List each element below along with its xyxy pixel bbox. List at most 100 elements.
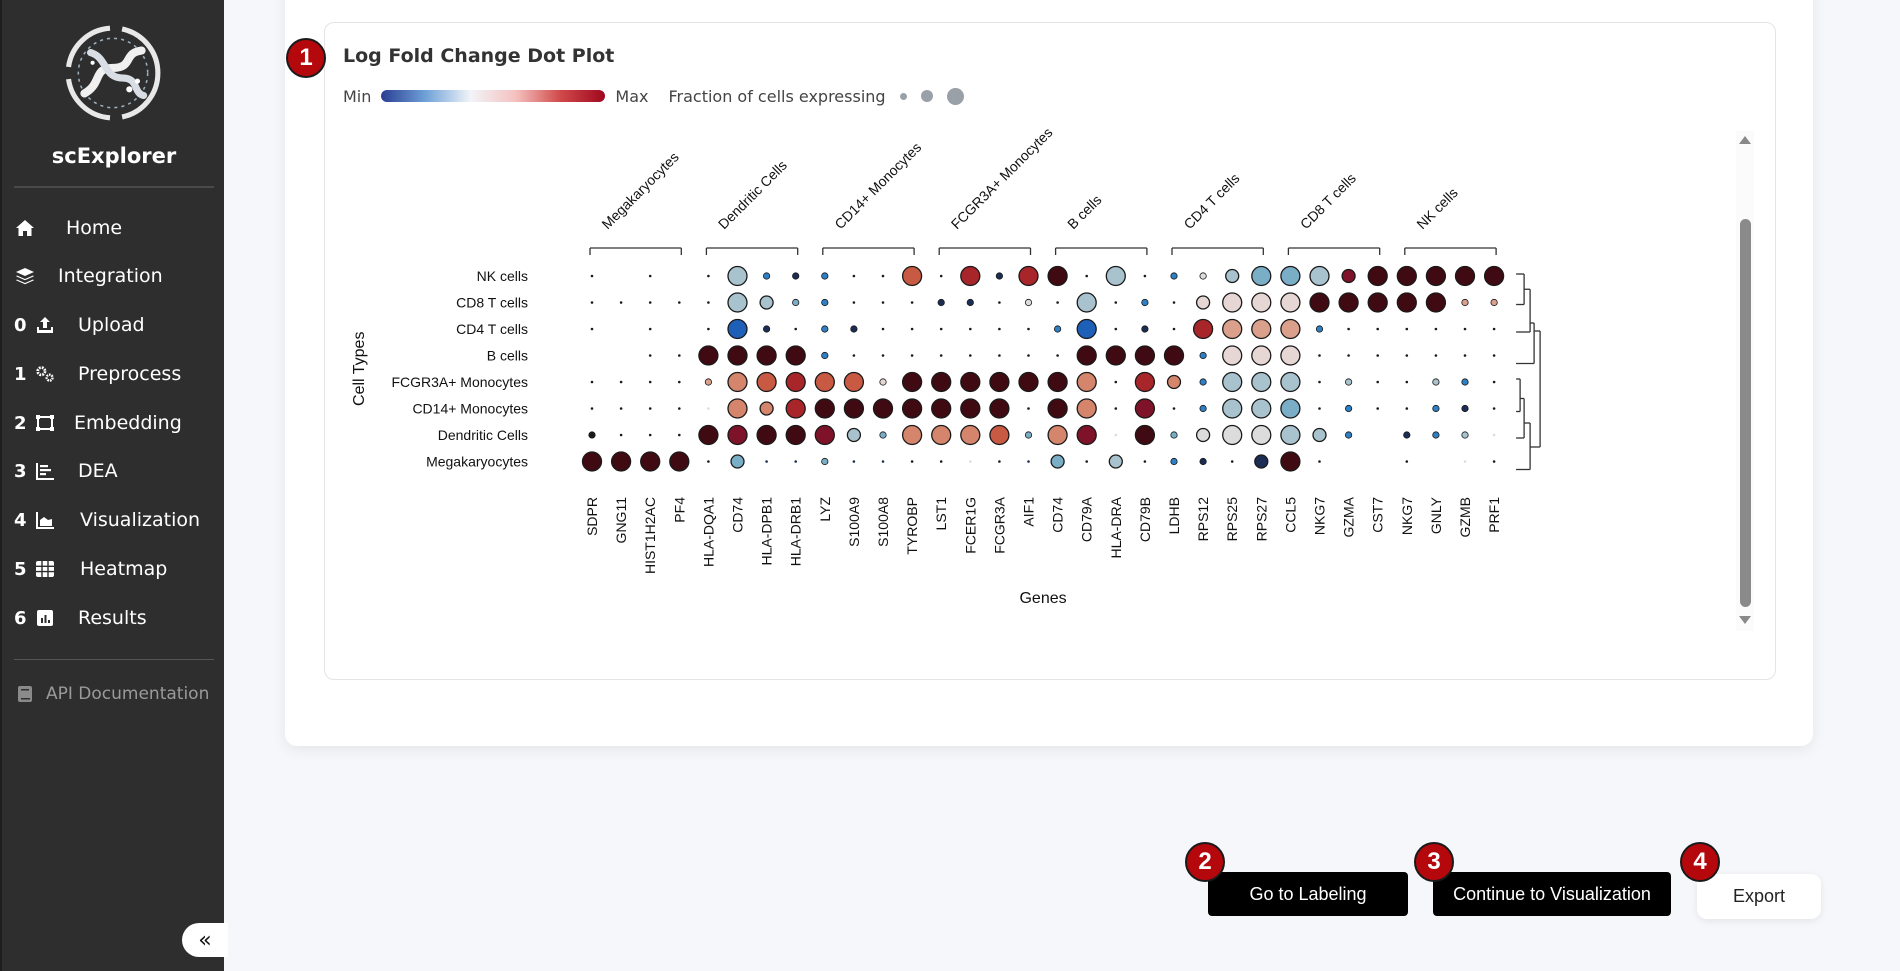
expression-dot	[1056, 354, 1059, 357]
collapse-sidebar-button[interactable]: «	[182, 923, 228, 957]
sidebar-item-integration[interactable]: Integration	[14, 260, 163, 292]
scroll-down-arrow-icon[interactable]	[1739, 616, 1751, 624]
expression-dot	[756, 345, 777, 366]
column-label: AIF1	[1021, 497, 1037, 527]
expression-dot	[648, 274, 652, 278]
expression-dot	[1114, 327, 1118, 331]
expression-dot	[910, 327, 914, 331]
area-chart-icon	[34, 510, 56, 530]
column-label: CST7	[1370, 497, 1386, 533]
expression-dot	[1143, 460, 1147, 463]
expression-dot	[588, 431, 596, 439]
expression-dot	[969, 354, 972, 357]
y-axis-title: Cell Types	[351, 332, 368, 406]
expression-dot	[669, 451, 690, 472]
expression-dot	[1195, 427, 1211, 443]
expression-dot	[1076, 345, 1097, 366]
annotation-badge-4: 4	[1680, 842, 1720, 882]
expression-dot	[1405, 460, 1409, 463]
sidebar-item-embedding[interactable]: 2 Embedding	[14, 407, 182, 439]
expression-dot	[792, 272, 800, 280]
expression-dot	[1199, 404, 1207, 413]
expression-dot	[1050, 454, 1065, 469]
expression-dot	[678, 380, 681, 384]
expression-dot	[610, 451, 632, 472]
expression-dot	[1251, 371, 1272, 393]
expression-dot	[1251, 292, 1272, 313]
gene-group-label: FCGR3A+ Monocytes	[948, 125, 1056, 232]
expression-dot	[1309, 265, 1330, 287]
expression-dot	[1280, 451, 1301, 472]
expression-dot	[1405, 380, 1409, 384]
row-label: CD4 T cells	[456, 321, 528, 337]
expression-dot	[707, 327, 710, 331]
legend-fraction-label: Fraction of cells expressing	[668, 86, 886, 106]
expression-dot	[881, 460, 885, 463]
sidebar-item-dea[interactable]: 3 DEA	[14, 455, 118, 487]
expression-dot	[1141, 325, 1149, 333]
column-label: TYROBP	[904, 497, 920, 555]
expression-dot	[1134, 398, 1156, 419]
scroll-up-arrow-icon[interactable]	[1739, 136, 1751, 144]
plot-scrollbar-thumb[interactable]	[1740, 219, 1751, 607]
row-label: CD8 T cells	[456, 295, 528, 311]
column-label: HLA-DPB1	[759, 497, 775, 566]
sidebar-item-visualization[interactable]: 4 Visualization	[14, 504, 200, 536]
sidebar-item-api-documentation[interactable]: API Documentation	[14, 678, 209, 710]
expression-dot	[678, 433, 681, 437]
expression-dot	[727, 318, 748, 340]
expression-dot	[901, 398, 923, 419]
expression-dot	[1222, 318, 1243, 340]
expression-dot	[821, 325, 829, 333]
sidebar-item-label: API Documentation	[46, 684, 210, 704]
expression-dot	[1024, 298, 1033, 307]
expression-dot	[1376, 327, 1379, 331]
sidebar-item-label: Visualization	[80, 509, 201, 531]
expression-dot	[1461, 404, 1469, 413]
sidebar-item-heatmap[interactable]: 5 Heatmap	[14, 553, 167, 585]
expression-dot	[852, 354, 856, 357]
expression-dot	[590, 380, 594, 384]
expression-dot	[879, 431, 887, 439]
gene-group-label: B cells	[1064, 192, 1104, 232]
expression-dot	[1280, 371, 1301, 393]
expression-dot	[969, 327, 972, 331]
column-label: HLA-DQA1	[700, 497, 716, 567]
expression-dot	[1222, 371, 1243, 393]
expression-dot	[1432, 431, 1440, 439]
expression-dot	[1425, 265, 1447, 287]
expression-dot	[1222, 345, 1243, 366]
gene-group-label: NK cells	[1413, 184, 1461, 232]
continue-to-visualization-button[interactable]: Continue to Visualization	[1433, 872, 1671, 916]
step-number: 3	[14, 460, 27, 482]
expression-dot	[1230, 460, 1234, 463]
sidebar-item-results[interactable]: 6 Results	[14, 602, 147, 634]
expression-dot	[590, 407, 594, 410]
sidebar-item-preprocess[interactable]: 1 Preprocess	[14, 358, 181, 390]
expression-dot	[1454, 265, 1476, 287]
expression-dot	[1492, 380, 1496, 384]
sidebar-item-home[interactable]: Home	[14, 212, 122, 244]
row-label: Megakaryocytes	[426, 454, 528, 470]
annotation-badge-2: 2	[1185, 842, 1225, 882]
expression-dot	[814, 424, 835, 446]
book-icon	[14, 684, 36, 704]
expression-dot	[1376, 354, 1379, 357]
size-legend-medium-dot	[920, 90, 933, 102]
go-to-labeling-button[interactable]: Go to Labeling	[1208, 872, 1408, 916]
expression-dot	[756, 424, 777, 446]
expression-dot	[1141, 298, 1149, 307]
column-label: NKG7	[1399, 497, 1415, 535]
expression-dot	[1170, 272, 1178, 280]
vector-square-icon	[34, 413, 56, 433]
expression-dot	[727, 371, 748, 393]
expression-dot	[1251, 424, 1272, 446]
column-label: LST1	[933, 497, 949, 531]
expression-dot	[989, 398, 1010, 419]
export-button[interactable]: Export	[1697, 874, 1821, 919]
sidebar-item-upload[interactable]: 0 Upload	[14, 309, 145, 341]
expression-dot	[704, 378, 712, 386]
expression-dot	[648, 433, 652, 437]
legend-max-label: Max	[615, 86, 649, 106]
expression-dot	[821, 298, 829, 307]
